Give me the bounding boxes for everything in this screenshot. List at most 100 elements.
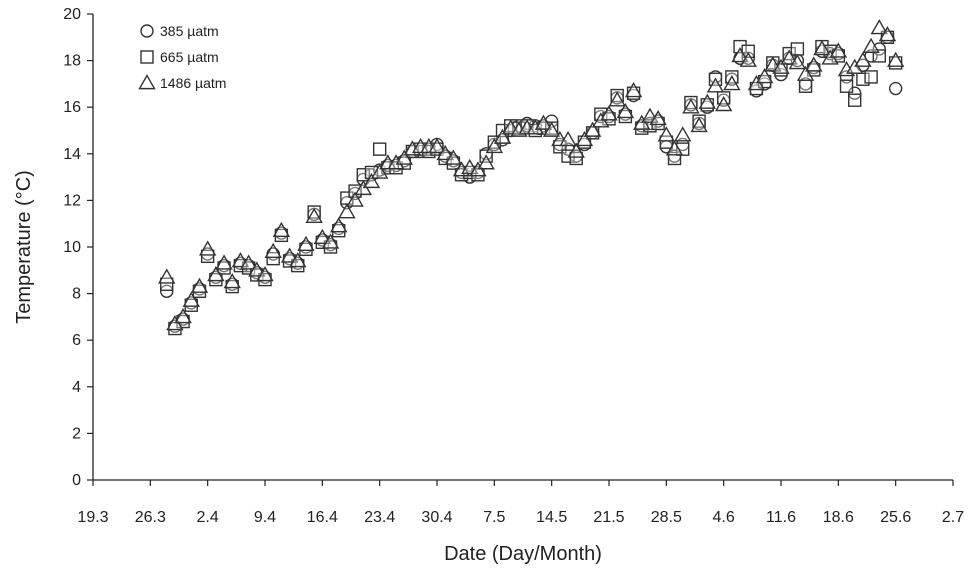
triangle-point bbox=[788, 54, 807, 70]
triangle-point bbox=[796, 65, 815, 81]
y-tick-label: 20 bbox=[63, 6, 81, 23]
triangle-point bbox=[313, 228, 332, 245]
triangle-point bbox=[624, 81, 643, 98]
triangle-point bbox=[829, 42, 848, 58]
triangle-point bbox=[755, 67, 774, 84]
triangle-point bbox=[657, 126, 676, 142]
triangle-point bbox=[370, 163, 389, 179]
series-triangle bbox=[158, 19, 905, 331]
triangle-point bbox=[239, 254, 258, 270]
series-circle bbox=[160, 30, 903, 333]
x-axis-title: Date (Day/Month) bbox=[444, 543, 602, 565]
y-tick-label: 10 bbox=[63, 239, 81, 256]
circle-point bbox=[848, 86, 862, 100]
triangle-point bbox=[870, 19, 888, 35]
x-tick-label: 14.5 bbox=[536, 509, 567, 526]
x-tick-label: 16.4 bbox=[307, 509, 338, 526]
triangle-point bbox=[616, 102, 635, 119]
triangle-point bbox=[493, 128, 512, 144]
triangle-point bbox=[739, 51, 757, 67]
triangle-point bbox=[862, 37, 880, 53]
x-tick-label: 2.7 bbox=[942, 509, 964, 526]
y-tick-label: 6 bbox=[72, 332, 81, 349]
triangle-point bbox=[198, 240, 217, 256]
x-tick-label: 23.4 bbox=[364, 509, 395, 526]
square-point bbox=[274, 228, 289, 243]
triangle-point bbox=[280, 247, 299, 263]
triangle-point bbox=[706, 77, 725, 93]
square-point bbox=[790, 42, 805, 56]
triangle-point bbox=[444, 149, 463, 165]
triangle-point bbox=[723, 74, 741, 91]
y-ticks: 0 2 4 6 8 10 12 14 16 18 20 bbox=[63, 6, 93, 489]
square-point bbox=[372, 142, 387, 156]
triangle-point bbox=[248, 261, 266, 277]
y-tick-label: 16 bbox=[63, 99, 81, 116]
legend-label: 385 µatm bbox=[160, 23, 219, 39]
x-tick-label: 21.5 bbox=[593, 509, 624, 526]
square-point bbox=[217, 261, 231, 275]
triangle-point bbox=[321, 233, 340, 249]
legend: 385 µatm 665 µatm 1486 µatm bbox=[138, 23, 226, 91]
triangle-point bbox=[731, 47, 749, 63]
triangle-point bbox=[714, 95, 733, 112]
x-tick-label: 19.3 bbox=[77, 509, 108, 526]
square-point bbox=[618, 109, 633, 124]
triangle-point bbox=[805, 56, 823, 72]
circle-point bbox=[888, 81, 903, 96]
triangle-point bbox=[289, 252, 307, 268]
triangle-point bbox=[256, 266, 274, 282]
square-point bbox=[848, 93, 862, 107]
square-point bbox=[266, 251, 280, 266]
square-point bbox=[299, 242, 313, 257]
x-ticks: 19.3 26.3 2.4 9.4 16.4 23.4 30.4 7.5 14.5 21.5 28.… bbox=[77, 480, 964, 526]
triangle-point bbox=[297, 235, 315, 251]
x-tick-label: 2.4 bbox=[197, 509, 219, 526]
triangle-point bbox=[436, 144, 454, 161]
triangle-point bbox=[878, 26, 897, 42]
triangle-point bbox=[387, 154, 405, 170]
triangle-point bbox=[682, 98, 700, 114]
legend-triangle-marker bbox=[138, 74, 156, 90]
triangle-point bbox=[272, 221, 291, 238]
triangle-point bbox=[886, 51, 905, 67]
triangle-point bbox=[772, 58, 790, 74]
triangle-point bbox=[526, 119, 544, 135]
x-tick-label: 7.5 bbox=[483, 509, 505, 526]
triangle-point bbox=[182, 291, 200, 307]
series-square bbox=[160, 30, 903, 336]
triangle-point bbox=[305, 207, 323, 224]
triangle-point bbox=[854, 51, 872, 67]
legend-square-marker bbox=[140, 50, 154, 64]
triangle-point bbox=[690, 116, 708, 133]
square-point bbox=[200, 249, 215, 264]
square-point bbox=[209, 272, 223, 287]
triangle-point bbox=[600, 105, 618, 121]
legend-label: 665 µatm bbox=[160, 49, 219, 65]
x-tick-label: 26.3 bbox=[135, 509, 166, 526]
y-tick-label: 4 bbox=[72, 379, 81, 396]
triangle-point bbox=[207, 266, 225, 282]
triangle-point bbox=[567, 142, 585, 158]
square-point bbox=[864, 70, 878, 84]
legend-circle-marker bbox=[140, 24, 154, 38]
x-tick-label: 4.6 bbox=[713, 509, 735, 526]
triangle-point bbox=[813, 40, 831, 56]
triangle-point bbox=[674, 126, 692, 142]
y-tick-label: 2 bbox=[72, 425, 81, 442]
y-axis-title: Temperature (°C) bbox=[13, 170, 35, 324]
triangle-point bbox=[608, 91, 626, 107]
triangle-point bbox=[223, 273, 241, 289]
x-tick-label: 28.5 bbox=[651, 509, 682, 526]
y-tick-label: 8 bbox=[72, 286, 81, 303]
y-tick-label: 18 bbox=[63, 53, 81, 70]
square-point bbox=[569, 151, 583, 166]
triangle-point bbox=[477, 154, 495, 170]
y-tick-label: 14 bbox=[63, 146, 81, 163]
triangle-point bbox=[395, 149, 413, 165]
triangle-point bbox=[559, 130, 577, 147]
triangle-point bbox=[649, 109, 667, 126]
square-point bbox=[839, 79, 854, 93]
square-point bbox=[160, 277, 174, 291]
